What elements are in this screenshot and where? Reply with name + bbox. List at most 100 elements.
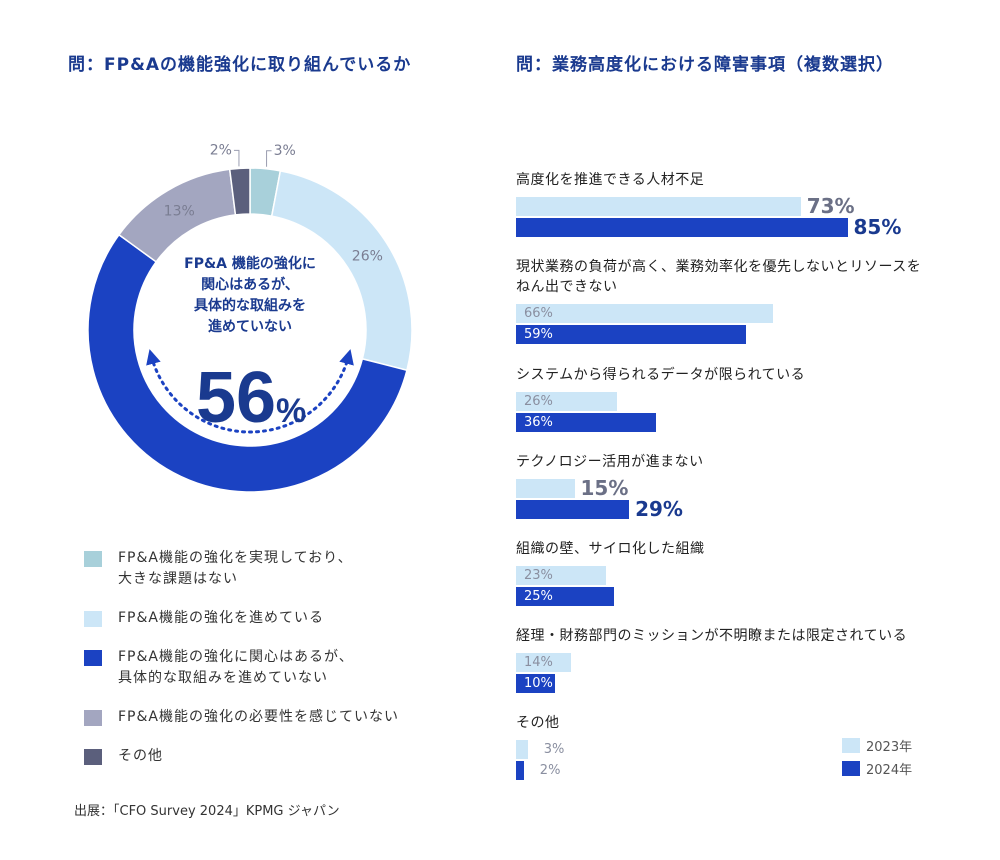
bar-value-2024-0: 85%	[853, 215, 902, 239]
bar-value-2023-3: 15%	[580, 476, 629, 500]
donut-slice-2	[87, 233, 408, 493]
legend-label-3-line-0: FP&A機能の強化の必要性を感じていない	[118, 709, 399, 725]
bar-category-label-1-line-1: ねん出できない	[516, 279, 618, 295]
bar-value-2023-2: 26%	[524, 394, 553, 409]
center-label-line-3: 進めていない	[208, 319, 292, 335]
bar-2024-1: 59%	[516, 325, 747, 344]
bar-category-label-3: テクノロジー活用が進まない	[516, 452, 986, 472]
legend-label-2-line-0: FP&A機能の強化に関心はあるが、	[118, 649, 354, 665]
bar-value-2023-0: 73%	[806, 194, 855, 218]
donut-leader-4	[233, 149, 240, 167]
bar-chart: 高度化を推進できる人材不足 73% 85% 現状業務の負荷が高く、業務効率化を優先しな…	[516, 170, 986, 800]
legend-2024-swatch	[842, 761, 860, 776]
bar-2024-3: 29%	[516, 499, 683, 519]
legend-swatch-4	[84, 749, 102, 765]
legend-swatch-3	[84, 710, 102, 726]
donut-leader-0	[266, 150, 272, 167]
bar-category-label-2-line-0: システムから得られるデータが限られている	[516, 367, 806, 383]
center-unit: %	[276, 392, 306, 430]
legend-swatch-2	[84, 650, 102, 666]
legend-item-4: その他	[84, 746, 399, 767]
bar-group-2: システムから得られるデータが限られている 26% 36%	[516, 365, 986, 452]
legend-item-3: FP&A機能の強化の必要性を感じていない	[84, 707, 399, 728]
source-note: 出展：「CFO Survey 2024」KPMG ジャパン	[74, 804, 340, 819]
bar-category-label-6-line-0: その他	[516, 715, 560, 731]
bar-2023-3: 15%	[516, 478, 628, 498]
legend-item-2: FP&A機能の強化に関心はあるが、 具体的な取組みを進めていない	[84, 647, 399, 689]
bar-category-label-1: 現状業務の負荷が高く、業務効率化を優先しないとリソースを ねん出できない	[516, 257, 986, 297]
bar-value-2024-3: 29%	[635, 497, 683, 521]
bar-group-5: 経理・財務部門のミッションが不明瞭または限定されている 14% 10%	[516, 626, 986, 713]
legend-label-2: FP&A機能の強化に関心はあるが、 具体的な取組みを進めていない	[118, 647, 354, 689]
legend-2023-label: 2023年	[866, 740, 913, 755]
bar-category-label-4-line-0: 組織の壁、サイロ化した組織	[516, 541, 705, 557]
bar-category-label-5-line-0: 経理・財務部門のミッションが不明瞭または限定されている	[516, 628, 908, 644]
center-label-line-2: 具体的な取組みを	[193, 297, 306, 314]
bar-category-label-0-line-0: 高度化を推進できる人材不足	[516, 172, 705, 188]
legend-label-0: FP&A機能の強化を実現しており、 大きな課題はない	[118, 548, 353, 590]
bar-2024-2: 36%	[516, 413, 657, 432]
bar-category-label-0: 高度化を推進できる人材不足	[516, 170, 986, 190]
bar-group-3: テクノロジー活用が進まない 15% 29%	[516, 452, 986, 539]
legend-label-1: FP&A機能の強化を進めている	[118, 608, 324, 629]
bar-value-2024-5: 10%	[524, 676, 553, 691]
bar-category-label-3-line-0: テクノロジー活用が進まない	[516, 454, 704, 470]
legend-2023-swatch	[842, 738, 860, 753]
donut-label-0: 3%	[274, 143, 296, 159]
bar-value-2023-5: 14%	[524, 655, 553, 670]
legend-item-0: FP&A機能の強化を実現しており、 大きな課題はない	[84, 548, 399, 590]
legend-label-0-line-0: FP&A機能の強化を実現しており、	[118, 550, 353, 566]
donut-label-1: 26%	[352, 249, 383, 265]
bar-value-2023-6: 3%	[543, 742, 565, 757]
bar-2023-6: 3%	[516, 740, 564, 759]
legend-swatch-0	[84, 551, 102, 567]
legend-item-1: FP&A機能の強化を進めている	[84, 608, 399, 629]
donut-chart: 3% 26% 13% 2% FP&A 機能の強化に関心はあるが、具体的な取組みを進めてい…	[87, 142, 413, 493]
legend-swatch-1	[84, 611, 102, 627]
bar-value-2023-1: 66%	[524, 306, 553, 321]
bar-legend: 2023年 2024年	[842, 736, 912, 782]
bar-2023-4: 23%	[516, 566, 606, 585]
bar-value-2024-4: 25%	[524, 589, 553, 604]
dotted-arrow-arc	[146, 349, 354, 434]
legend-label-1-line-0: FP&A機能の強化を進めている	[118, 610, 324, 626]
center-label-line-0: FP&A 機能の強化に	[184, 255, 316, 272]
center-value: 56	[196, 358, 276, 438]
bar-2023-0: 73%	[516, 196, 855, 216]
donut-legend: FP&A機能の強化を実現しており、 大きな課題はない FP&A機能の強化を進めている…	[84, 548, 399, 785]
bar-value-2024-2: 36%	[524, 415, 553, 430]
bar-2024-4: 25%	[516, 587, 614, 606]
legend-label-4-line-0: その他	[118, 748, 163, 764]
bar-2024-6: 2%	[516, 761, 560, 780]
legend-2023: 2023年	[842, 736, 912, 755]
legend-label-3: FP&A機能の強化の必要性を感じていない	[118, 707, 399, 728]
bar-2023-5: 14%	[516, 653, 571, 672]
legend-label-4: その他	[118, 746, 163, 767]
right-chart-title: 問：業務高度化における障害事項（複数選択）	[516, 55, 894, 75]
bar-2024-0: 85%	[516, 217, 901, 237]
bar-2024-5: 10%	[516, 674, 555, 693]
left-chart-title: 問：FP&Aの機能強化に取り組んでいるか	[68, 55, 412, 75]
bar-category-label-4: 組織の壁、サイロ化した組織	[516, 539, 986, 559]
donut-label-4: 2%	[210, 142, 232, 158]
bar-2023-2: 26%	[516, 392, 618, 411]
bar-group-0: 高度化を推進できる人材不足 73% 85%	[516, 170, 986, 257]
bar-category-label-1-line-0: 現状業務の負荷が高く、業務効率化を優先しないとリソースを	[516, 259, 922, 275]
bar-category-label-6: その他	[516, 713, 986, 733]
bar-2023-1: 66%	[516, 304, 774, 323]
bar-group-6: その他 3% 2%	[516, 713, 986, 800]
bar-group-4: 組織の壁、サイロ化した組織 23% 25%	[516, 539, 986, 626]
bar-group-1: 現状業務の負荷が高く、業務効率化を優先しないとリソースを ねん出できない 66% 59…	[516, 257, 986, 365]
bar-category-label-5: 経理・財務部門のミッションが不明瞭または限定されている	[516, 626, 986, 646]
bar-value-2024-1: 59%	[524, 327, 553, 342]
bar-value-2024-6: 2%	[539, 763, 561, 778]
center-label-line-1: 関心はあるが、	[201, 276, 299, 293]
legend-2024-label: 2024年	[866, 763, 913, 778]
bar-category-label-2: システムから得られるデータが限られている	[516, 365, 986, 385]
legend-label-2-line-1: 具体的な取組みを進めていない	[118, 670, 328, 686]
legend-label-0-line-1: 大きな課題はない	[118, 571, 238, 587]
legend-2024: 2024年	[842, 759, 912, 778]
bar-value-2023-4: 23%	[524, 568, 553, 583]
donut-slice-4	[228, 167, 251, 216]
donut-label-3: 13%	[164, 203, 195, 219]
